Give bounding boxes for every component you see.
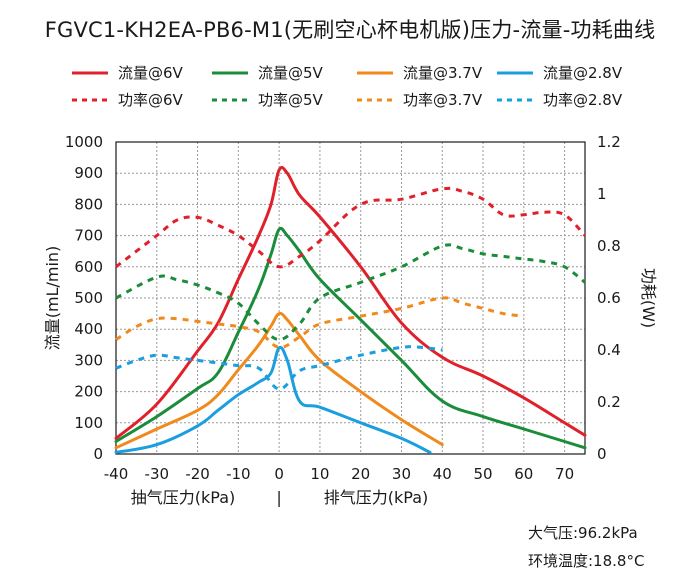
axes: -40 -30 -20 -10 0 10 20 30 40 50 60 700100200300400… — [65, 133, 621, 483]
series-line-1 — [114, 226, 587, 450]
legend-label-4: 功率@6V — [118, 91, 184, 109]
series-line-5 — [115, 243, 586, 342]
y-axis-label: 流量(mL/min) — [43, 246, 62, 351]
x-tick-label: -10 — [226, 465, 251, 483]
x-tick-label: 50 — [473, 465, 492, 483]
x-tick-label: 70 — [555, 465, 574, 483]
series-line-7 — [115, 345, 443, 391]
legend-label-3: 流量@2.8V — [543, 64, 623, 82]
ambient-temperature-note: 环境温度:18.8°C — [528, 552, 645, 570]
legend-label-7: 功率@2.8V — [543, 91, 623, 109]
x-tick-label: -30 — [145, 465, 170, 483]
y2-tick-label: 1.2 — [597, 133, 621, 151]
x-tick-label: 10 — [310, 465, 329, 483]
x-tick-label: 30 — [392, 465, 411, 483]
series-layer — [114, 165, 587, 454]
x-tick-label: 40 — [433, 465, 452, 483]
y-tick-label: 500 — [74, 289, 103, 307]
y-tick-label: 400 — [74, 320, 103, 338]
x-tick-label: -40 — [104, 465, 129, 483]
legend-label-0: 流量@6V — [118, 64, 184, 82]
series-line-2 — [114, 311, 444, 450]
y2-axis-label: 功耗(W) — [639, 268, 658, 328]
y-tick-label: 1000 — [65, 133, 103, 151]
grid — [116, 142, 585, 454]
chart-title: FGVC1-KH2EA-PB6-M1(无刷空心杯电机版)压力-流量-功耗曲线 — [44, 18, 656, 42]
y-tick-label: 900 — [74, 164, 103, 182]
atmospheric-pressure-note: 大气压:96.2kPa — [528, 524, 638, 542]
y-tick-label: 700 — [74, 227, 103, 245]
legend-label-6: 功率@3.7V — [403, 91, 483, 109]
legend: 流量@6V 流量@5V 流量@3.7V 流量@2.8V 功率@6V 功率@5V 功率@3.7… — [72, 64, 623, 109]
x-tick-label: 60 — [514, 465, 533, 483]
y2-tick-label: 0.4 — [597, 341, 621, 359]
y2-tick-label: 0.6 — [597, 289, 621, 307]
legend-label-1: 流量@5V — [258, 64, 324, 82]
y2-tick-label: 1 — [597, 185, 607, 203]
x-tick-label: 0 — [274, 465, 284, 483]
plot-frame — [115, 141, 586, 455]
x-sublabel-separator: | — [276, 488, 281, 507]
y-tick-label: 0 — [93, 445, 103, 463]
y-tick-label: 800 — [74, 195, 103, 213]
y-tick-label: 300 — [74, 351, 103, 369]
y-tick-label: 200 — [74, 383, 103, 401]
series-line-4 — [115, 186, 587, 269]
axis-labels: 流量(mL/min) 功耗(W) 抽气压力(kPa) | 排气压力(kPa) — [43, 246, 658, 507]
x-sublabel-suction: 抽气压力(kPa) — [131, 488, 236, 507]
series-line-0 — [114, 165, 587, 440]
y-tick-label: 100 — [74, 414, 103, 432]
x-sublabel-discharge: 排气压力(kPa) — [324, 488, 429, 507]
y2-tick-label: 0 — [597, 445, 607, 463]
series-line-6 — [115, 296, 525, 349]
x-tick-label: 20 — [351, 465, 370, 483]
legend-label-5: 功率@5V — [258, 91, 324, 109]
series-line-3 — [114, 345, 432, 454]
y2-tick-label: 0.2 — [597, 393, 621, 411]
y2-tick-label: 0.8 — [597, 237, 621, 255]
x-tick-label: -20 — [185, 465, 210, 483]
legend-label-2: 流量@3.7V — [403, 64, 483, 82]
y-tick-label: 600 — [74, 258, 103, 276]
